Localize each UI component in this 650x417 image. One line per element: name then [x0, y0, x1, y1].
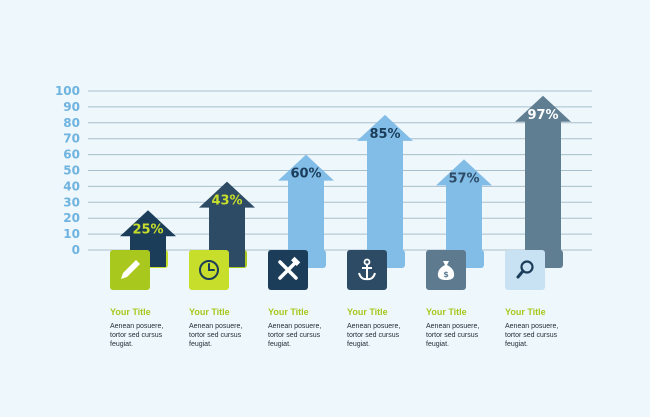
- caption-line: Aenean posuere,: [426, 323, 479, 330]
- y-tick-label: 30: [63, 195, 80, 209]
- clock-hands: [208, 263, 215, 271]
- arrow-bar: [515, 95, 571, 268]
- caption-line: Aenean posuere,: [189, 323, 242, 330]
- caption-title: Your Title: [426, 307, 467, 317]
- lens-shape: [520, 260, 534, 274]
- pencil-icon: [121, 260, 140, 279]
- y-tick-label: 60: [63, 148, 80, 162]
- hammer-shape: [278, 260, 298, 280]
- clock-icon: [199, 260, 219, 280]
- y-tick-label: 100: [55, 84, 80, 98]
- caption-line: feugiat.: [426, 341, 449, 348]
- captions: Your Title Aenean posuere, tortor sed curs…: [110, 307, 558, 348]
- money-bag-icon: $: [437, 261, 455, 280]
- y-tick-label: 50: [63, 164, 80, 178]
- caption-line: Aenean posuere,: [347, 323, 400, 330]
- bars: 25% 43% 60% 85% 57% 97%: [120, 95, 571, 268]
- arrow-bar: [357, 114, 413, 267]
- caption-line: tortor sed cursus: [110, 332, 163, 339]
- caption-line: Aenean posuere,: [505, 323, 558, 330]
- icon-tile: [505, 250, 545, 290]
- caption-title: Your Title: [110, 307, 151, 317]
- caption-title: Your Title: [189, 307, 230, 317]
- caption-line: feugiat.: [110, 341, 133, 348]
- search-icon: [516, 260, 534, 279]
- caption-title: Your Title: [347, 307, 388, 317]
- value-label: 85%: [369, 127, 400, 142]
- clock-face: [199, 260, 219, 280]
- y-tick-label: 90: [63, 100, 80, 114]
- caption-line: feugiat.: [268, 341, 291, 348]
- dollar-sign: $: [443, 270, 449, 279]
- value-label: 57%: [448, 171, 479, 186]
- caption-title: Your Title: [505, 307, 546, 317]
- y-tick-label: 0: [72, 243, 80, 257]
- caption-line: Aenean posuere,: [268, 323, 321, 330]
- bag-shape: [437, 261, 455, 280]
- caption-title: Your Title: [268, 307, 309, 317]
- value-label: 43%: [211, 194, 242, 209]
- arrow-bar: [199, 181, 255, 267]
- y-tick-label: 20: [63, 211, 80, 225]
- handle-shape: [516, 269, 525, 279]
- caption-line: feugiat.: [505, 341, 528, 348]
- caption-line: feugiat.: [347, 341, 370, 348]
- y-tick-label: 70: [63, 132, 80, 146]
- pencil-shape: [121, 260, 140, 279]
- y-tick-label: 40: [63, 179, 80, 193]
- caption-line: Aenean posuere,: [110, 323, 163, 330]
- caption-line: tortor sed cursus: [426, 332, 479, 339]
- caption-line: feugiat.: [189, 341, 212, 348]
- tools-icon: [278, 256, 301, 280]
- anchor-arms: [358, 272, 376, 281]
- arrow-bar: [278, 154, 334, 267]
- value-label: 60%: [290, 167, 321, 182]
- y-tick-label: 10: [63, 227, 80, 241]
- arrow-bar: [436, 159, 492, 267]
- hammer-head: [291, 256, 301, 266]
- value-label: 97%: [527, 108, 558, 123]
- caption-line: tortor sed cursus: [189, 332, 242, 339]
- anchor-icon: [358, 258, 376, 281]
- caption-line: tortor sed cursus: [347, 332, 400, 339]
- y-tick-label: 80: [63, 116, 80, 130]
- caption-line: tortor sed cursus: [505, 332, 558, 339]
- caption-line: tortor sed cursus: [268, 332, 321, 339]
- icon-tiles: $: [110, 250, 545, 290]
- value-label: 25%: [132, 222, 163, 237]
